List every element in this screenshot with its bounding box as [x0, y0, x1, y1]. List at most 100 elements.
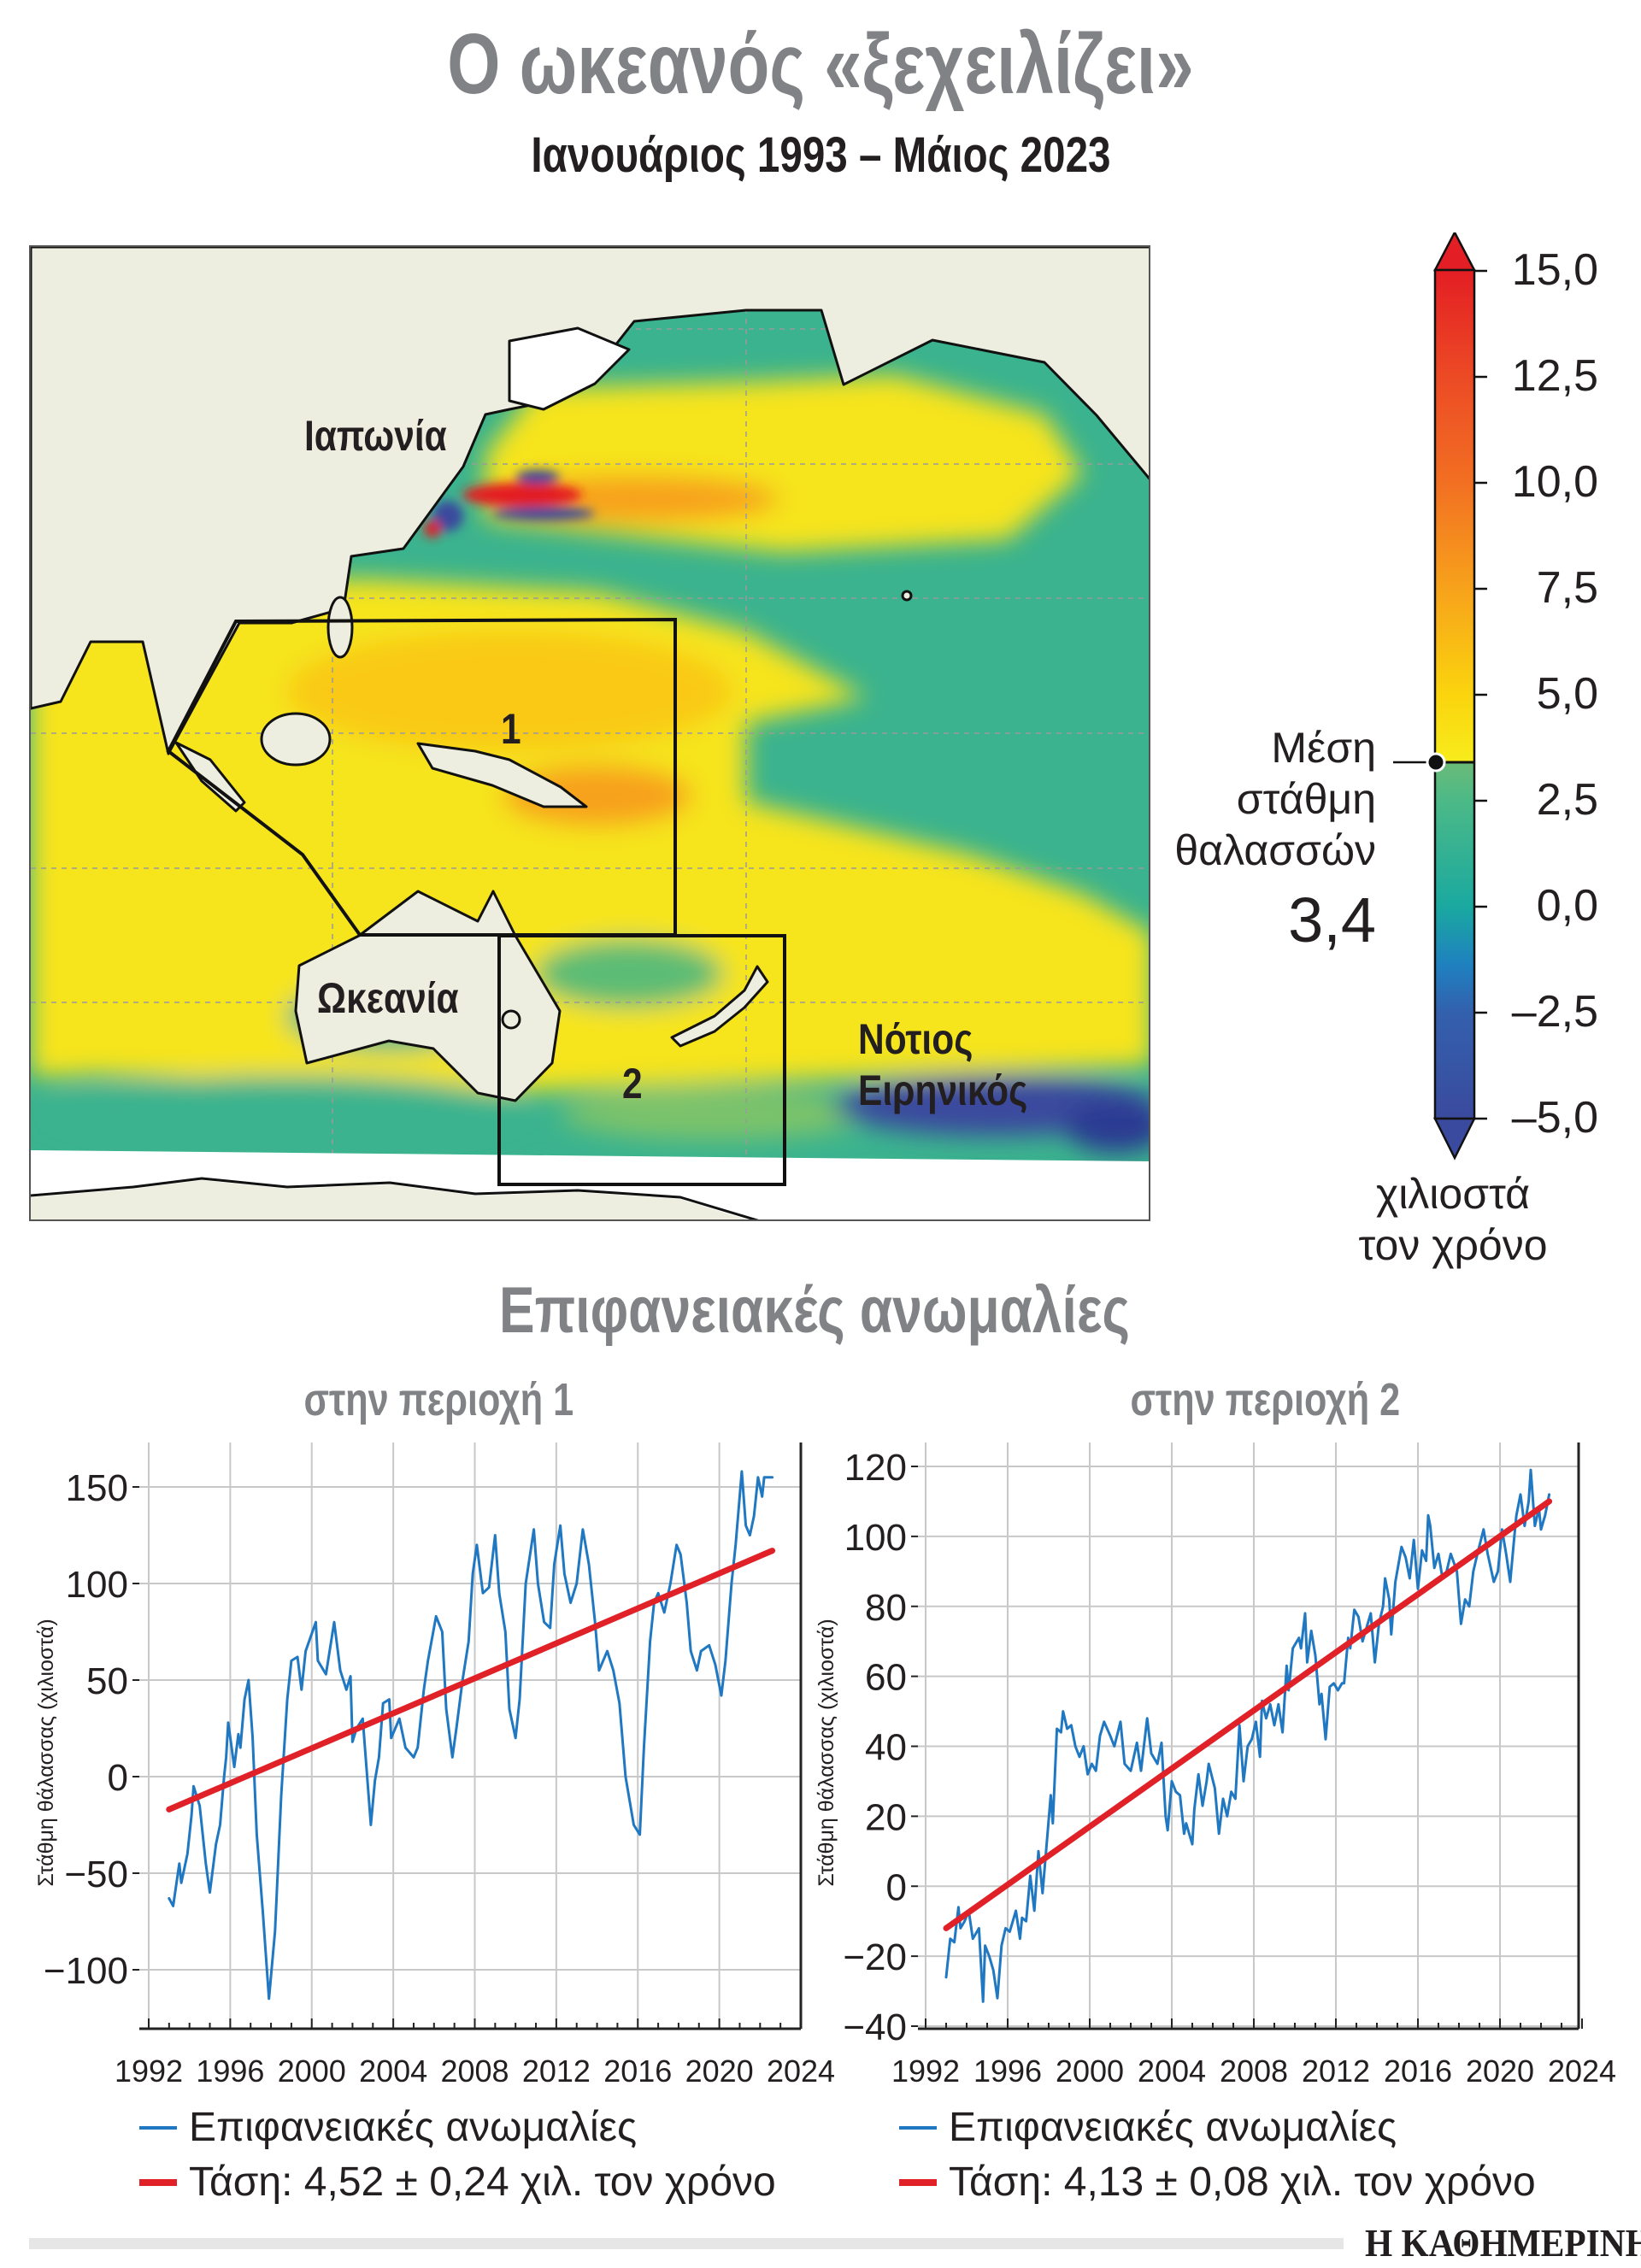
legend-swatch-blue: [139, 2126, 177, 2130]
trend-line: [166, 1548, 776, 1813]
y-axis-label: Στάθμη θάλασσας (χιλιοστά): [34, 1619, 58, 1886]
anomaly-series-line: [944, 1468, 1551, 2003]
trend-line: [943, 1498, 1553, 1931]
x-tick-label: 2000: [1056, 2054, 1124, 2089]
page-title: Ο ωκεανός «ξεχειλίζει»: [447, 16, 1194, 112]
label-region-1: 1: [501, 705, 521, 753]
y-tick-label: 80: [865, 1587, 907, 1629]
y-tick-label: 0: [108, 1757, 128, 1799]
x-tick-label: 2020: [685, 2054, 754, 2089]
y-tick-label: −100: [44, 1950, 128, 1992]
sea-level-trend-map: Ιαπωνία 1 Ωκεανία 2 Νότιος Ειρηνικός: [29, 245, 1150, 1221]
x-tick-label: 2024: [767, 2054, 835, 2089]
colorbar-bar: [1433, 268, 1476, 1120]
x-tick-label: 2020: [1466, 2054, 1534, 2089]
y-tick-label: 60: [865, 1657, 907, 1699]
hawaii-island: [901, 590, 913, 602]
y-tick-label: −20: [843, 1936, 907, 1978]
colorbar-tick-label: 10,0: [1511, 457, 1598, 507]
tasmania-land: [501, 1009, 521, 1030]
legend-swatch-blue: [899, 2126, 937, 2130]
chart-1: 150 100 50 0 −50 −100 1992 1996 2000 2004 2008 2012…: [34, 1442, 835, 2089]
y-tick-label: 20: [865, 1796, 907, 1838]
asia-north-america-land: [31, 247, 1149, 755]
x-tick-label: 1992: [115, 2054, 183, 2089]
mean-value: 3,4: [1288, 884, 1376, 955]
x-tick-label: 2004: [1138, 2054, 1206, 2089]
chart-1-legend: Επιφανειακές ανωμαλίες Τάση: 4,52 ± 0,24…: [139, 2101, 776, 2210]
y-tick-label: −40: [843, 2007, 907, 2048]
y-tick-label: 100: [66, 1564, 128, 1606]
kamchatka-ice: [508, 326, 631, 411]
y-axis-label: Στάθμη θάλασσας (χιλιοστά): [815, 1619, 838, 1886]
y-tick-label: −50: [64, 1854, 128, 1895]
legend-swatch-red: [899, 2179, 937, 2186]
label-south-pacific-2: Ειρηνικός: [858, 1066, 1028, 1114]
mean-label-line-3: θαλασσών: [1174, 826, 1376, 874]
colorbar-tick-label: 5,0: [1536, 669, 1598, 719]
chart-2-title: στην περιοχή 2: [1130, 1374, 1400, 1425]
chart-1-title: στην περιοχή 1: [303, 1374, 573, 1425]
x-tick-label: 2016: [603, 2054, 672, 2089]
footer-divider: [29, 2238, 1344, 2249]
colorbar-bottom-arrow: [1432, 1117, 1477, 1160]
x-tick-label: 2008: [440, 2054, 509, 2089]
x-tick-label: 1992: [891, 2054, 960, 2089]
x-tick-label: 2016: [1384, 2054, 1452, 2089]
x-tick-label: 1996: [973, 2054, 1042, 2089]
unit-line-2: τον χρόνο: [1358, 1221, 1548, 1269]
legend-item-anomalies: Επιφανειακές ανωμαλίες: [899, 2101, 1536, 2155]
map-graphic: [31, 247, 1149, 1219]
mean-label-line-1: Μέση: [1271, 724, 1376, 772]
colorbar-ticks: [1474, 269, 1487, 1120]
page-subtitle: Ιανουάριος 1993 – Μάιος 2023: [530, 127, 1111, 183]
colorbar-tick-label: 2,5: [1536, 775, 1598, 825]
label-south-pacific-1: Νότιος: [858, 1015, 973, 1063]
colorbar-tick-label: –5,0: [1511, 1093, 1598, 1143]
y-tick-label: 50: [86, 1660, 128, 1702]
legend-item-trend: Τάση: 4,13 ± 0,08 χιλ. τον χρόνο: [899, 2155, 1536, 2210]
region-1-outline: [166, 617, 677, 937]
mean-level-pointer: [1393, 752, 1446, 773]
kuroshio-anomalies: [424, 470, 595, 538]
publisher-logo: Η ΚΑΘΗΜΕΡΙΝΗ: [1365, 2221, 1641, 2265]
australia-land: [294, 890, 562, 1102]
y-tick-label: 120: [844, 1447, 907, 1489]
chart-2-legend: Επιφανειακές ανωμαλίες Τάση: 4,13 ± 0,08…: [899, 2101, 1536, 2210]
colorbar: [1432, 232, 1487, 1160]
antarctica-land: [31, 1180, 747, 1219]
y-tick-label: 150: [66, 1467, 128, 1509]
x-tick-label: 2008: [1220, 2054, 1288, 2089]
colorbar-tick-label: 0,0: [1536, 881, 1598, 931]
colorbar-tick-label: 12,5: [1511, 351, 1598, 401]
colorbar-tick-label: –2,5: [1511, 987, 1598, 1037]
label-oceania: Ωκεανία: [317, 974, 459, 1022]
section-title: Επιφανειακές ανωμαλίες: [499, 1274, 1130, 1347]
region-2-outline: [497, 934, 786, 1186]
label-japan: Ιαπωνία: [304, 412, 447, 460]
legend-swatch-red: [139, 2179, 177, 2186]
x-tick-label: 2012: [1302, 2054, 1370, 2089]
x-tick-label: 2024: [1548, 2054, 1616, 2089]
colorbar-tick-label: 7,5: [1536, 563, 1598, 613]
legend-item-anomalies: Επιφανειακές ανωμαλίες: [139, 2101, 776, 2155]
y-tick-label: 0: [886, 1866, 907, 1908]
label-region-2: 2: [622, 1060, 643, 1108]
philippines-land: [326, 596, 354, 659]
y-tick-label: 40: [865, 1727, 907, 1769]
y-tick-label: 100: [844, 1517, 907, 1559]
mean-label-line-2: στάθμη: [1236, 775, 1376, 823]
antarctica-coast: [31, 1177, 759, 1219]
x-tick-label: 2004: [359, 2054, 427, 2089]
new-guinea-land: [416, 742, 588, 808]
colorbar-tick-label: 15,0: [1511, 245, 1598, 295]
chart-2: 120 100 80 60 40 20 0 −20 −40 1992 1996 2000 2004 200…: [815, 1442, 1616, 2089]
x-tick-label: 2000: [278, 2054, 346, 2089]
x-tick-label: 2012: [522, 2054, 591, 2089]
new-zealand-land: [670, 965, 769, 1048]
legend-item-trend: Τάση: 4,52 ± 0,24 χιλ. τον χρόνο: [139, 2155, 776, 2210]
unit-line-1: χιλιοστά: [1375, 1170, 1531, 1218]
anomaly-series-line: [168, 1470, 774, 2001]
borneo-land: [260, 712, 332, 767]
